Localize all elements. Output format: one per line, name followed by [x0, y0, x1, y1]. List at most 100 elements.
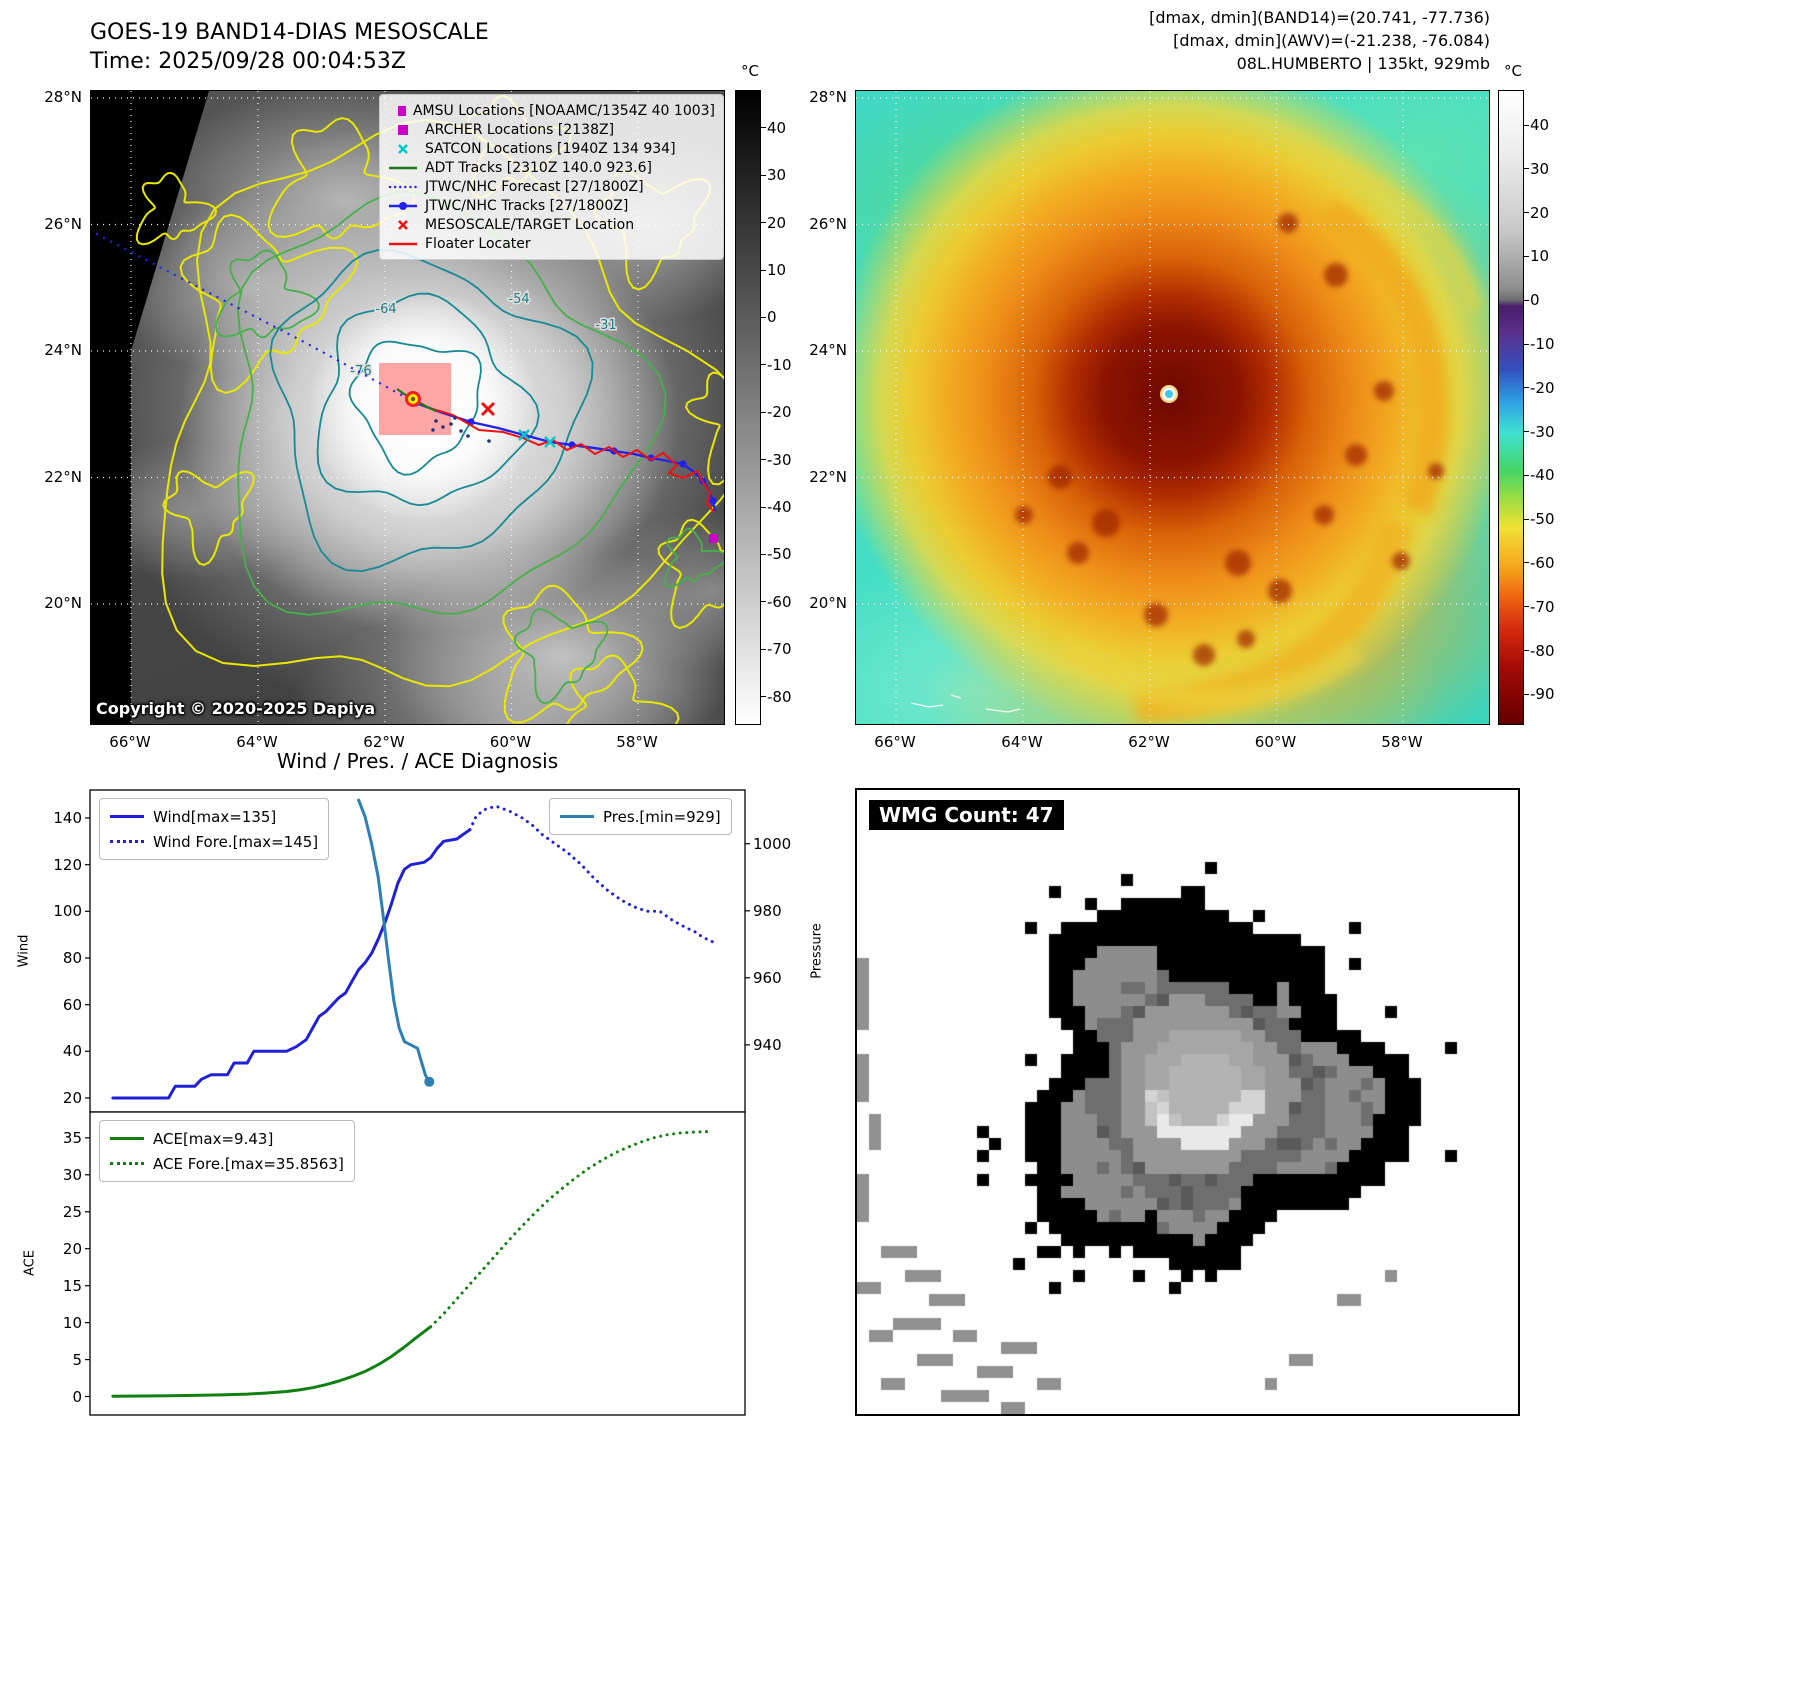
band14-colorbar-tick: -50 — [767, 545, 792, 564]
awv-colorbar-tickmark — [1524, 124, 1529, 126]
legend-x-icon — [398, 219, 408, 230]
deep-convection-spot — [1278, 213, 1298, 233]
pressure-ytick: 960 — [753, 968, 782, 987]
awv-colorbar-tickmark — [1524, 693, 1529, 695]
awv-colorbar-tick: -10 — [1530, 335, 1555, 353]
deep-convection-spot — [1237, 630, 1255, 648]
ace-ytick: 35 — [62, 1128, 82, 1147]
band14-colorbar-tick: 40 — [767, 118, 787, 137]
band14-colorbar-tickmark — [761, 174, 766, 176]
series-solid — [111, 828, 472, 1100]
wmg-panel: WMG Count: 47 — [855, 788, 1520, 1416]
lat-tick-right: 28°N — [809, 88, 847, 106]
band14-colorbar-tick: 10 — [767, 261, 787, 280]
storm-id-intensity: 08L.HUMBERTO | 135kt, 929mb — [1236, 54, 1490, 73]
legend-line-sample — [560, 815, 594, 818]
legend-item: ACE[max=9.43] — [110, 1126, 344, 1151]
lon-tick-left: 64°W — [236, 733, 278, 751]
awv-colorbar-tickmark — [1524, 168, 1529, 170]
awv-colorbar-tickmark — [1524, 431, 1529, 433]
ir-contour-yellow — [135, 171, 218, 246]
series-dotted — [429, 1130, 714, 1329]
series-solid — [111, 1325, 433, 1398]
band14-colorbar-tick: -70 — [767, 640, 792, 659]
lon-tick-left: 58°W — [616, 733, 658, 751]
legend-label: Pres.[min=929] — [603, 807, 721, 826]
ir-contour-teal — [348, 340, 482, 476]
ace-ytick: 5 — [72, 1350, 82, 1369]
series-end-marker — [424, 1076, 435, 1087]
deep-convection-spot — [1268, 579, 1292, 603]
lon-tick-left: 62°W — [363, 733, 405, 751]
wind-ytick: 120 — [53, 855, 82, 874]
legend-line-sample — [110, 1162, 144, 1165]
band14-colorbar-tickmark — [761, 459, 766, 461]
satcon-x-marker — [544, 436, 556, 448]
map-legend-item: Floater Locater — [388, 234, 715, 253]
lat-tick-right: 22°N — [809, 467, 847, 486]
awv-colorbar-tick: -20 — [1530, 378, 1555, 397]
ir-contour-teal — [269, 249, 594, 573]
contour-label: -31 — [595, 318, 616, 333]
diagnosis-chart-title: Wind / Pres. / ACE Diagnosis — [276, 749, 559, 773]
wind-ytick: 40 — [62, 1042, 82, 1061]
band14-colorbar-tickmark — [761, 364, 766, 366]
awv-colorbar-tick: 0 — [1530, 291, 1540, 310]
goes19-band14-map: -64 -54 -76 -31 AMSU Locations [NOAAMC/1354… — [90, 90, 725, 725]
wind-ytick: 140 — [53, 809, 82, 827]
lon-tick-right: 62°W — [1128, 733, 1170, 751]
map-legend-label: ADT Tracks [2310Z 140.0 923.6] — [425, 159, 652, 176]
deep-convection-spot — [1144, 603, 1168, 627]
awv-colorbar — [1498, 90, 1524, 725]
awv-colorbar-tickmark — [1524, 343, 1529, 345]
adt-point — [441, 425, 445, 429]
awv-colorbar-tick: 30 — [1530, 159, 1550, 178]
awv-colorbar-tick: -50 — [1530, 510, 1555, 529]
map-legend-item: ADT Tracks [2310Z 140.0 923.6] — [388, 158, 715, 177]
lat-tick-right: 20°N — [809, 594, 847, 612]
legend-line-sample — [110, 815, 144, 818]
band14-colorbar-tickmark — [761, 411, 766, 413]
band14-colorbar-tick: -60 — [767, 592, 792, 611]
legend-line-icon — [389, 166, 417, 169]
awv-colorbar-tickmark — [1524, 518, 1529, 520]
deep-convection-spot — [1092, 509, 1120, 537]
eye-center — [1165, 390, 1173, 398]
adt-point — [431, 428, 435, 432]
adt-point — [466, 434, 470, 438]
deep-convection-spot — [1067, 542, 1089, 564]
map-legend-label: JTWC/NHC Forecast [27/1800Z] — [425, 178, 644, 195]
deep-convection-spot — [1374, 381, 1394, 401]
band14-colorbar — [735, 90, 761, 725]
wind-legend: Wind[max=135] Wind Fore.[max=145] — [99, 798, 330, 860]
spiral-arm — [1135, 517, 1413, 723]
awv-colorbar-tickmark — [1524, 255, 1529, 257]
legend-label: Wind[max=135] — [153, 807, 277, 826]
floater-track — [406, 394, 715, 513]
series-solid — [357, 798, 431, 1084]
ir-contour-green — [664, 527, 724, 588]
storm-center-dot — [410, 396, 416, 402]
adt-point — [459, 429, 463, 433]
lon-tick-left: 66°W — [109, 733, 151, 751]
deep-convection-spot — [1428, 463, 1444, 479]
awv-colorbar-tick: -40 — [1530, 466, 1555, 485]
legend-line-sample — [110, 1137, 144, 1140]
band14-colorbar-tickmark — [761, 601, 766, 603]
awv-colorbar-tickmark — [1524, 606, 1529, 608]
awv-colorbar-tick: -90 — [1530, 685, 1555, 704]
deep-convection-spot — [1314, 505, 1334, 525]
ir-contour-yellow — [179, 213, 359, 395]
pressure-ytick: 1000 — [753, 834, 792, 853]
band14-colorbar-tick: -20 — [767, 403, 792, 422]
map-legend-item: JTWC/NHC Forecast [27/1800Z] — [388, 177, 715, 196]
series-dotted — [468, 804, 714, 944]
legend-label: ACE Fore.[max=35.8563] — [153, 1154, 344, 1173]
band14-colorbar-tickmark — [761, 553, 766, 555]
legend-line-sample — [110, 840, 144, 843]
pressure-ytick: 980 — [753, 901, 782, 920]
legend-item: Wind Fore.[max=145] — [110, 829, 318, 854]
lat-tick-left: 22°N — [44, 467, 82, 486]
ir-contour-teal — [316, 292, 540, 507]
